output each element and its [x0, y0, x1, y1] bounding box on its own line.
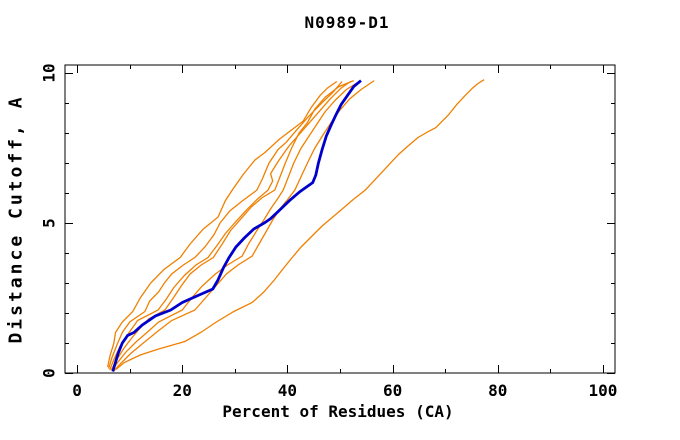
y-tick-label: 10	[39, 63, 59, 83]
series-model-2	[107, 81, 343, 369]
x-tick-label: 60	[382, 381, 403, 400]
chart-title: N0989-D1	[304, 13, 390, 32]
y-axis-label: Distance Cutoff, A	[5, 94, 27, 344]
x-tick-label: 20	[172, 381, 192, 400]
series-model-6	[112, 80, 375, 372]
x-tick-label: 100	[588, 381, 618, 400]
x-tick-label: 0	[72, 381, 82, 400]
series-model-highlighted	[111, 79, 362, 372]
x-tick-label: 80	[488, 381, 508, 400]
x-tick-label: 40	[277, 381, 298, 400]
x-axis-label: Percent of Residues (CA)	[222, 402, 454, 421]
plot-border	[64, 64, 616, 374]
series-model-5	[111, 81, 359, 371]
y-tick-label: 5	[39, 218, 59, 228]
series-model-7	[115, 79, 485, 370]
y-tick-label: 0	[39, 368, 59, 378]
series-model-1	[106, 80, 338, 368]
series-model-3	[109, 80, 351, 371]
